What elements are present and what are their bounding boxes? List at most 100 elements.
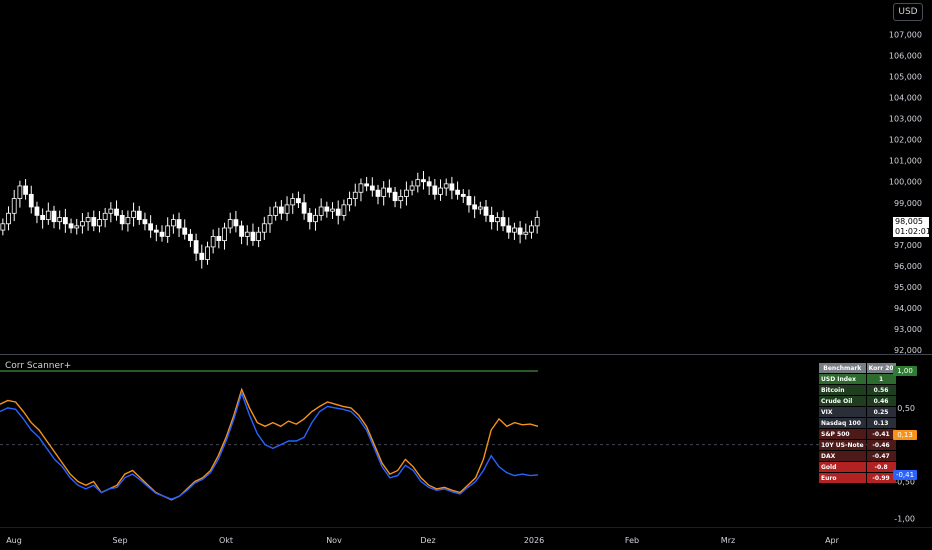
corr-series-blue xyxy=(0,390,539,500)
candle-body xyxy=(261,223,267,233)
candle xyxy=(80,213,85,234)
candle xyxy=(210,229,216,254)
candle-body xyxy=(392,191,398,202)
indicator-value-tag: -0,41 xyxy=(893,469,917,480)
candle xyxy=(51,205,57,229)
candle-body xyxy=(244,231,250,237)
benchmark-name: VIX xyxy=(819,407,866,417)
candle-body xyxy=(494,217,500,223)
candle-body xyxy=(273,206,279,216)
candle xyxy=(57,210,63,230)
candle-body xyxy=(80,221,85,227)
candle xyxy=(148,215,154,238)
candle xyxy=(239,220,244,245)
candle xyxy=(91,210,97,232)
candle-body xyxy=(34,206,40,216)
candle-body xyxy=(233,219,239,227)
candle-body xyxy=(170,219,176,227)
table-row: VIX 0.25 xyxy=(819,407,896,417)
table-row: Bitcoin 0.56 xyxy=(819,385,896,395)
candle-body xyxy=(199,252,205,260)
candle-body xyxy=(386,187,392,193)
candle xyxy=(313,208,318,231)
candle-body xyxy=(267,214,273,225)
price-axis-label: 96,000 xyxy=(894,262,922,271)
candle xyxy=(142,212,148,231)
candle-body xyxy=(301,202,307,214)
candle xyxy=(347,191,352,212)
correlation-value: 0.46 xyxy=(866,396,896,406)
candle-body xyxy=(517,227,523,235)
candle-body xyxy=(506,225,512,233)
candle xyxy=(233,210,239,233)
candle xyxy=(364,176,370,192)
last-price: 98,005 xyxy=(895,217,923,226)
candle-body xyxy=(477,206,483,210)
currency-button[interactable]: USD xyxy=(893,3,923,21)
candle xyxy=(170,214,176,234)
benchmark-name: DAX xyxy=(819,451,866,461)
candle xyxy=(6,206,11,231)
candle xyxy=(102,208,108,228)
candle-body xyxy=(529,225,534,233)
candle-body xyxy=(216,235,222,241)
candle xyxy=(159,225,165,242)
price-axis-label: 105,000 xyxy=(889,73,922,82)
candle xyxy=(335,200,341,225)
candle-body xyxy=(426,181,432,187)
candle-body xyxy=(11,198,17,214)
candle-body xyxy=(358,183,364,193)
candle-body xyxy=(512,227,517,233)
correlation-value: 1 xyxy=(866,374,896,384)
candle xyxy=(483,200,489,222)
candle xyxy=(330,202,335,219)
last-price-tag: 98,005 01:02:01 xyxy=(893,217,931,237)
candle-body xyxy=(85,217,91,223)
candle xyxy=(404,181,409,206)
candle xyxy=(398,189,404,209)
candle xyxy=(307,208,313,230)
candle-body xyxy=(153,229,159,233)
candle xyxy=(244,225,250,246)
candle-body xyxy=(313,214,318,223)
candle xyxy=(108,202,114,223)
candle xyxy=(318,198,324,221)
candle xyxy=(421,171,426,190)
price-axis-label: 106,000 xyxy=(889,52,922,61)
candle-body xyxy=(188,233,193,241)
candle xyxy=(227,212,233,234)
candle xyxy=(460,189,466,203)
candle-body xyxy=(409,185,415,191)
time-axis-label: Apr xyxy=(825,536,840,545)
candle-body xyxy=(352,191,358,199)
price-axis-label: 94,000 xyxy=(894,304,922,313)
candle-body xyxy=(523,231,529,235)
candle-body xyxy=(131,210,136,218)
candle-body xyxy=(45,210,51,220)
indicator-title[interactable]: Corr Scanner+ xyxy=(5,361,72,371)
candle xyxy=(534,210,540,234)
candle xyxy=(512,222,517,240)
candle xyxy=(375,184,381,205)
candle-body xyxy=(347,198,352,206)
candle-body xyxy=(148,223,154,231)
candle xyxy=(358,178,364,202)
candle xyxy=(301,194,307,220)
table-row: Gold -0.8 xyxy=(819,462,896,472)
candle xyxy=(222,222,227,250)
price-axis-label: 102,000 xyxy=(889,136,922,145)
candle xyxy=(324,201,330,218)
candle xyxy=(443,178,449,196)
candle-body xyxy=(307,212,313,223)
candle xyxy=(273,201,279,221)
candle xyxy=(125,210,131,232)
candle xyxy=(386,179,392,198)
benchmark-name: Gold xyxy=(819,462,866,472)
candle-body xyxy=(159,231,165,237)
candle-body xyxy=(483,206,489,216)
candle-body xyxy=(500,217,506,227)
candle-body xyxy=(364,183,370,187)
candle-body xyxy=(489,214,495,223)
table-row: DAX -0.47 xyxy=(819,451,896,461)
